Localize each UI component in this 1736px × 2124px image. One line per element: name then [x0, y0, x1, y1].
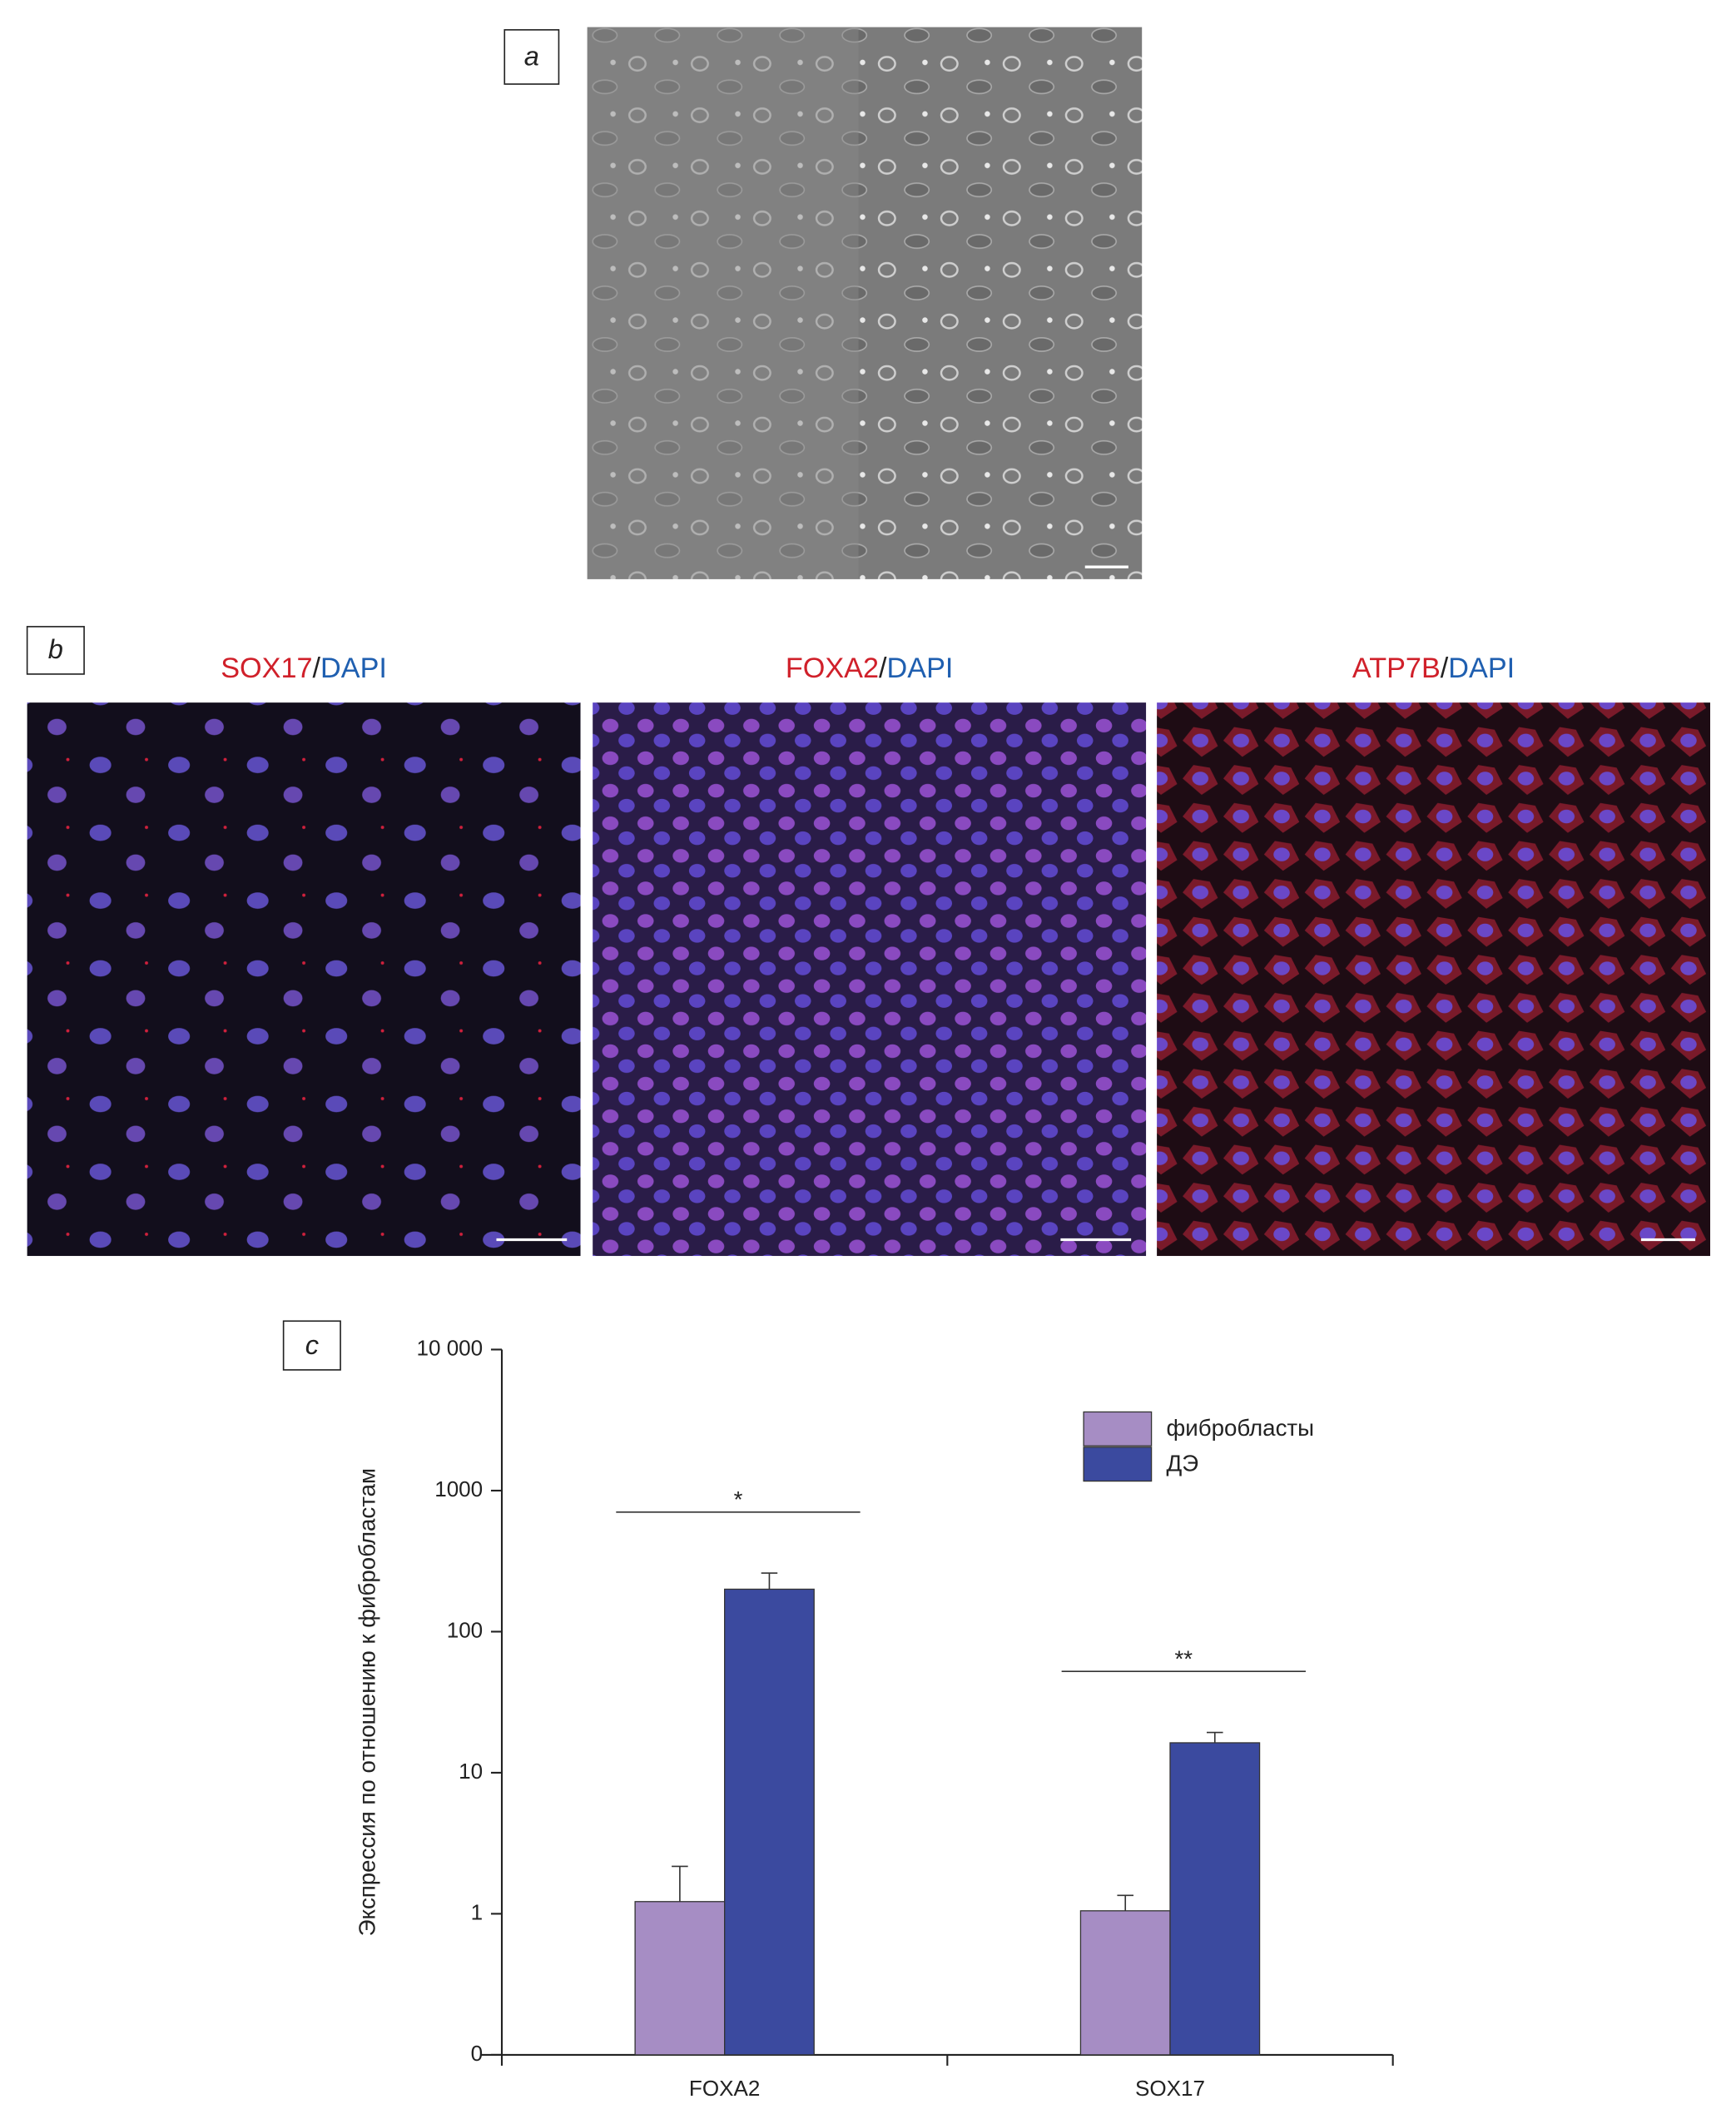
image-title: ATP7B/DAPI: [1352, 653, 1515, 684]
error-bar: [1117, 1894, 1133, 1911]
y-tick-label: 1000: [434, 1476, 483, 1501]
micrograph: [593, 702, 1147, 1257]
significance-label: *: [734, 1486, 743, 1512]
legend-swatch: [1083, 1447, 1153, 1482]
micrograph: [27, 702, 581, 1257]
panel-a: a: [503, 27, 1143, 579]
image-title-part: SOX17: [221, 653, 312, 684]
image-title-part: FOXA2: [786, 653, 879, 684]
significance-label: **: [1175, 1645, 1193, 1671]
y-tick-label: 10 000: [416, 1335, 483, 1360]
image-title-part: /: [313, 653, 321, 684]
micrograph: [1157, 702, 1710, 1257]
panel-c: c Экспрессия по отношению к фибробластам…: [282, 1320, 1394, 2101]
bar: [1169, 1742, 1261, 2056]
error-bar: [761, 1572, 778, 1590]
micrograph: [587, 27, 1143, 579]
legend-label: ДЭ: [1167, 1450, 1199, 1476]
panel-label: a: [524, 41, 539, 72]
image-title-part: /: [1441, 653, 1449, 684]
error-bar: [672, 1865, 688, 1902]
bar: [1079, 1910, 1171, 2056]
y-tick-label: 100: [447, 1617, 483, 1642]
legend-swatch: [1083, 1411, 1153, 1447]
x-tick-label: SOX17: [1135, 2076, 1205, 2101]
y-tick-label: 10: [459, 1759, 483, 1784]
panel-b: b SOX17/DAPI FOXA2/DAPI ATP7B/DAPI: [26, 626, 1710, 1257]
chart: 0 1 10 100 1000 10 000 FOXA2 * SOX17 ** фибробласт…: [416, 1335, 1394, 2101]
image-title: FOXA2/DAPI: [786, 653, 954, 684]
image-title-part: DAPI: [887, 653, 954, 684]
legend-label: фибробласты: [1167, 1415, 1315, 1441]
bar: [724, 1588, 815, 2056]
micrograph-region: [587, 27, 859, 579]
image-title-part: /: [879, 653, 887, 684]
panel-label-box: [503, 29, 560, 85]
image-title-part: DAPI: [1448, 653, 1515, 684]
y-tick-label: 1: [471, 1899, 484, 1924]
y-axis-label: Экспрессия по отношению к фибробластам: [355, 1468, 380, 1936]
x-tick-label: FOXA2: [689, 2076, 760, 2101]
panel-label-box: [282, 1320, 341, 1371]
error-bar: [1206, 1731, 1223, 1743]
image-title-part: DAPI: [320, 653, 387, 684]
image-title: SOX17/DAPI: [221, 653, 387, 684]
image-title-part: ATP7B: [1352, 653, 1441, 684]
panel-label-box: [26, 626, 85, 675]
panel-label: b: [48, 633, 63, 664]
y-tick-label: 0: [471, 2041, 484, 2066]
panel-label: c: [305, 1329, 319, 1360]
bar: [634, 1901, 726, 2056]
image-titles: SOX17/DAPI FOXA2/DAPI ATP7B/DAPI: [221, 653, 1515, 684]
